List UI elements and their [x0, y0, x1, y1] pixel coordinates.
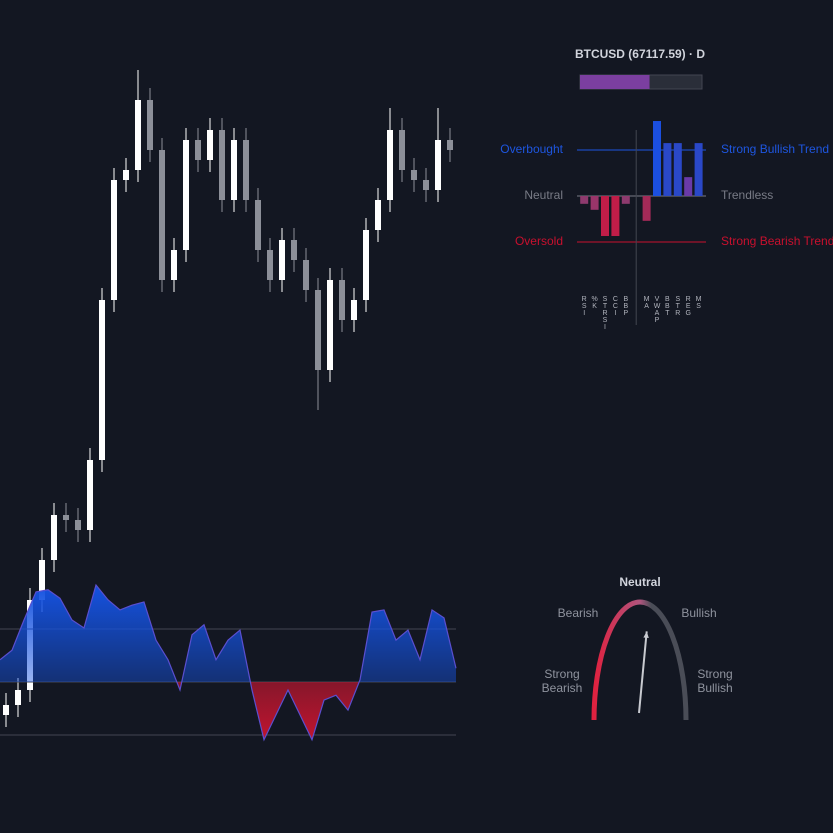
category-label: MA [643, 296, 650, 310]
candle-body [87, 460, 93, 530]
candle-body [135, 100, 141, 170]
bar [684, 177, 693, 196]
bar [673, 143, 682, 196]
bar [621, 196, 630, 204]
candle-body [75, 520, 81, 530]
category-label: MS [695, 296, 702, 310]
category-label: %K [591, 296, 598, 310]
gauge-label: Strong Bullish [697, 667, 733, 695]
gauge-arc [591, 599, 689, 721]
level-label: Neutral [524, 188, 563, 202]
candle-body [51, 515, 57, 560]
candle-body [63, 515, 69, 520]
bar [590, 196, 599, 210]
candle-body [267, 250, 273, 280]
candle-body [3, 705, 9, 715]
candle-body [423, 180, 429, 190]
category-label: STRSI [602, 296, 609, 331]
bar [601, 196, 609, 237]
bar [611, 196, 620, 237]
candle-body [447, 140, 453, 150]
category-label: VWAP [653, 296, 661, 324]
bar [653, 121, 661, 196]
candle-body [435, 140, 441, 190]
category-label: BBP [622, 296, 629, 317]
gauge-needle [638, 631, 648, 714]
level-label: Overbought [500, 142, 563, 156]
candle-body [39, 560, 45, 600]
candle-body [363, 230, 369, 300]
trend-label: Strong Bullish Trend [721, 142, 829, 156]
area-negative [0, 682, 456, 740]
category-label: REG [685, 296, 692, 317]
gauge-label: Bearish [557, 606, 599, 620]
candle-body [243, 140, 249, 200]
candle-body [339, 280, 345, 320]
symbol-title: BTCUSD (67117.59) · D [575, 47, 705, 61]
trend-label: Trendless [721, 188, 773, 202]
bar [694, 143, 703, 196]
candle-body [183, 140, 189, 250]
candle-body [195, 140, 201, 160]
candle-body [99, 300, 105, 460]
candle-body [279, 240, 285, 280]
candle-body [351, 300, 357, 320]
candle-body [111, 180, 117, 300]
candle-body [207, 130, 213, 160]
bar [642, 196, 651, 221]
candle-body [399, 130, 405, 170]
gauge-title: Neutral [619, 575, 660, 589]
candle-body [303, 260, 309, 290]
category-label: BBT [664, 296, 671, 317]
category-label: RSI [581, 296, 588, 317]
trend-label: Strong Bearish Trend [721, 234, 833, 248]
oscillator-line [0, 583, 457, 742]
candle-body [375, 200, 381, 230]
area-positive [0, 585, 456, 682]
candle-body [159, 150, 165, 280]
progress-fill [580, 75, 650, 89]
bar [663, 143, 672, 196]
needle-head [643, 631, 649, 639]
candle-body [147, 100, 153, 150]
candle-body [255, 200, 261, 250]
gauge-label: Strong Bearish [541, 667, 583, 695]
candle-body [327, 280, 333, 370]
candle-body [171, 250, 177, 280]
category-label: STR [674, 296, 681, 317]
candle-body [387, 130, 393, 200]
candle-body [411, 170, 417, 180]
gauge-label: Bullish [681, 606, 717, 620]
bar [580, 196, 589, 204]
candle-body [315, 290, 321, 370]
category-label: CCI [612, 296, 619, 317]
candle-body [123, 170, 129, 180]
candle-body [15, 690, 21, 705]
candle-body [219, 130, 225, 200]
candle-body [291, 240, 297, 260]
level-label: Oversold [515, 234, 563, 248]
candle-body [231, 140, 237, 200]
